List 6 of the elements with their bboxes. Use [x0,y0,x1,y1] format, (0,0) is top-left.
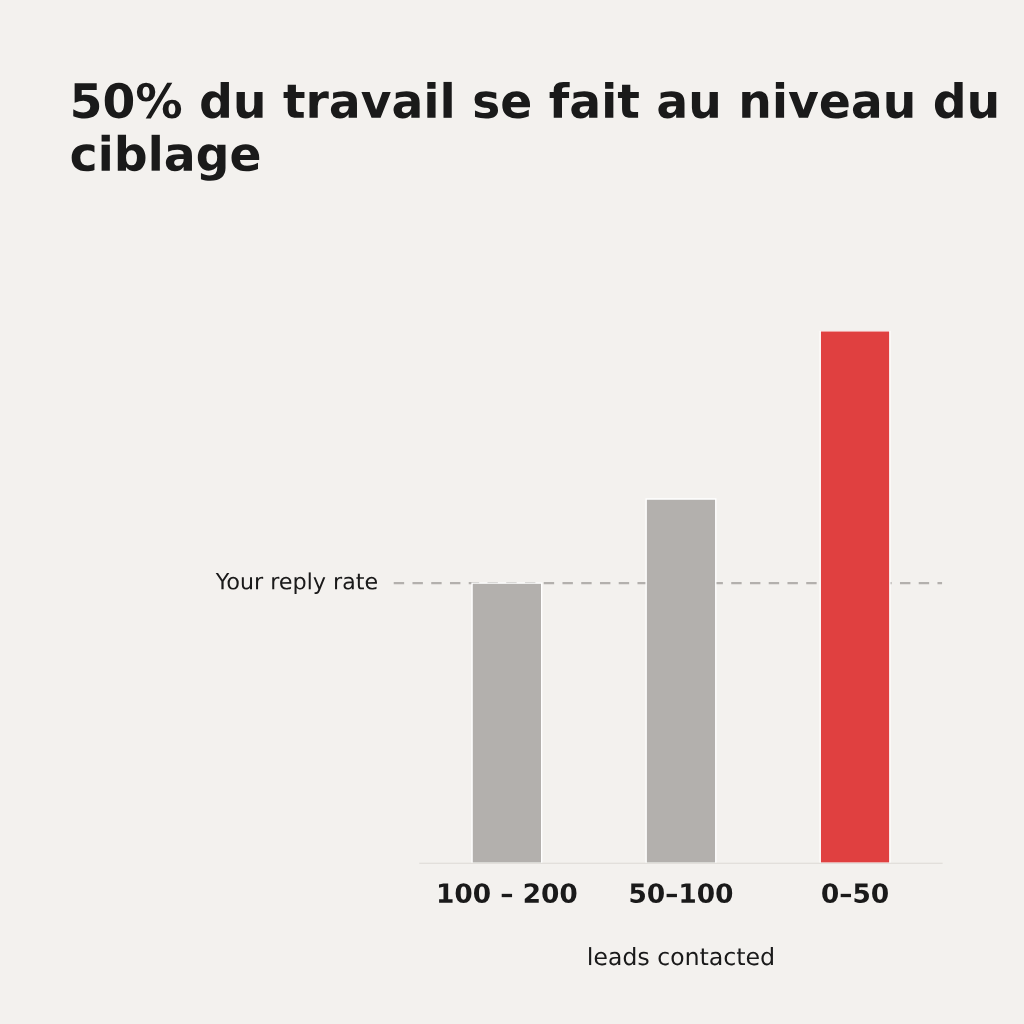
ref-line-label: Your reply rate [215,572,377,594]
x-axis-title: leads contacted [589,947,773,966]
x-tick-label: 50–100 [630,883,733,904]
chart-title: 50% du travail se fait au niveau du ciblage [71,81,997,181]
x-tick-label: 0–50 [822,883,888,904]
x-tick-label: 100 – 200 [438,883,577,904]
